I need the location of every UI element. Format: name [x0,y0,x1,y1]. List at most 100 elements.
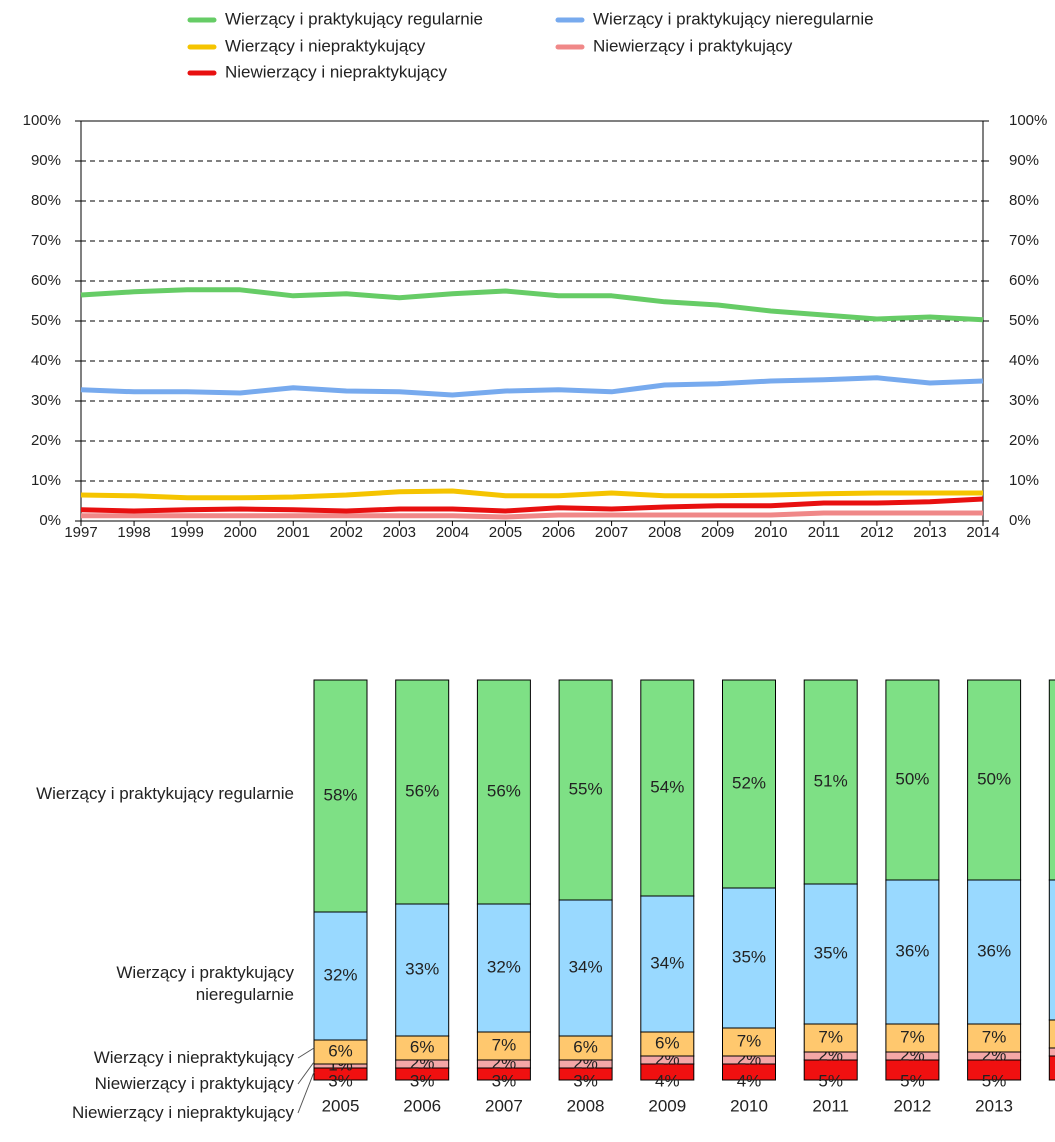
y-tick-label: 30% [31,392,61,409]
bar-segment [885,1023,940,1053]
bar-segment [313,911,368,1041]
y2-tick-label: 40% [1009,352,1039,369]
bar-segment [1048,879,1055,1021]
bar-segment [640,679,695,897]
bar-value-label: 7% [818,1027,843,1046]
bar-segment [803,679,858,885]
y2-tick-label: 80% [1009,192,1039,209]
x-tick-label: 1998 [117,524,150,541]
x-tick-label: 2013 [975,1096,1013,1115]
y2-tick-label: 60% [1009,272,1039,289]
bar-value-label: 7% [982,1027,1007,1046]
x-tick-label: 2011 [812,1096,849,1115]
x-tick-label: 2003 [383,524,416,541]
bar-value-label: 36% [895,941,929,960]
bar-segment [722,679,776,889]
bar-segment [476,679,531,905]
legend-label: Niewierzący i niepraktykujący [225,62,448,81]
x-tick-label: 2005 [489,524,522,541]
bar-value-label: 52% [732,773,766,792]
bar-segment [803,883,858,1025]
x-tick-label: 1997 [64,524,97,541]
y2-tick-label: 70% [1009,232,1039,249]
y-tick-label: 20% [31,432,61,449]
bar-value-label: 33% [405,959,439,978]
bar-value-label: 5% [818,1071,843,1090]
series-label: Niewierzący i praktykujący [94,1074,294,1093]
bar-value-label: 7% [492,1035,517,1054]
bar-value-label: 3% [410,1071,435,1090]
bar-value-label: 3% [328,1071,353,1090]
x-tick-label: 2014 [966,524,999,541]
series-label: Wierzący i praktykujący nieregularnie [116,963,294,1004]
bar-value-label: 51% [814,771,848,790]
plot-frame [80,120,984,522]
bar-value-label: 4% [737,1071,762,1090]
legend-label: Wierzący i praktykujący regularnie [225,9,483,28]
bar-value-label: 56% [487,781,521,800]
bar-value-label: 7% [900,1027,925,1046]
y-tick-label: 40% [31,352,61,369]
bar-segment [885,879,940,1025]
bar-segment [967,679,1022,881]
x-tick-label: 2000 [223,524,256,541]
y-tick-label: 50% [31,312,61,329]
x-tick-label: 2006 [542,524,575,541]
series-line [81,510,983,520]
bar-value-label: 32% [323,965,357,984]
x-tick-label: 2001 [277,524,310,541]
series-label: Niewierzący i niepraktykujący [71,1103,294,1122]
bar-value-label: 6% [328,1041,353,1060]
leader-line [297,1047,315,1059]
bar-value-label: 5% [900,1071,925,1090]
y2-tick-label: 90% [1009,152,1039,169]
bar-segment [803,1023,858,1053]
y-tick-label: 90% [31,152,61,169]
x-tick-label: 2008 [567,1096,605,1115]
y2-tick-label: 10% [1009,472,1039,489]
bar-value-label: 35% [732,947,766,966]
bar-segment [1048,1047,1055,1057]
series-label: Wierzący i niepraktykujący [93,1048,294,1067]
bar-value-label: 6% [410,1037,435,1056]
y-tick-label: 80% [31,192,61,209]
x-tick-label: 2005 [322,1096,360,1115]
bar-value-label: 54% [650,777,684,796]
bar-segment [967,879,1022,1025]
x-tick-label: 2011 [808,524,840,541]
series-line [80,375,984,398]
bar-value-label: 6% [573,1037,598,1056]
bar-segment [1048,1019,1055,1049]
legend-label: Wierzący i praktykujący nieregularnie [593,9,874,28]
bar-segment [395,679,450,905]
x-tick-label: 2012 [860,524,893,541]
bar-segment [313,679,368,913]
legend-label: Niewierzący i praktykujący [593,36,793,55]
bar-value-label: 5% [982,1071,1007,1090]
x-tick-label: 2007 [595,524,628,541]
x-tick-label: 2004 [436,524,469,541]
x-tick-label: 1999 [170,524,203,541]
leader-line [297,1071,315,1114]
y-tick-label: 10% [31,472,61,489]
y-tick-label: 70% [31,232,61,249]
y-tick-label: 60% [31,272,61,289]
bar-segment [395,1035,450,1061]
x-tick-label: 2009 [648,1096,686,1115]
x-tick-label: 2013 [913,524,946,541]
bar-segment [640,1031,695,1057]
bar-segment [476,903,531,1033]
leader-line [297,1061,315,1085]
bar-value-label: 50% [977,769,1011,788]
x-tick-label: 2012 [893,1096,931,1115]
series-label: Wierzący i praktykujący regularnie [36,784,294,803]
bar-value-label: 6% [655,1033,680,1052]
bar-value-label: 32% [487,957,521,976]
bar-segment [1048,679,1055,881]
bar-segment [558,679,613,901]
bar-value-label: 35% [814,943,848,962]
y-tick-label: 100% [23,112,61,129]
bar-value-label: 7% [737,1031,762,1050]
bar-value-label: 4% [655,1071,680,1090]
